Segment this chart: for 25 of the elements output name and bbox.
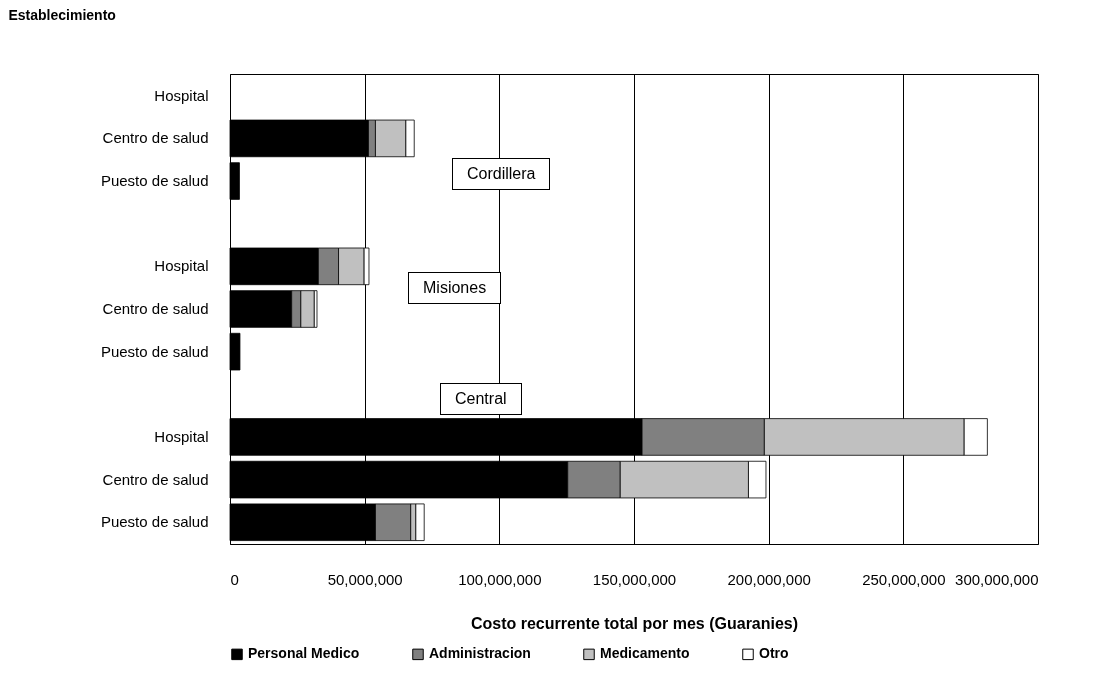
y-axis-title: Establecimiento bbox=[8, 6, 116, 23]
y-tick-label: Centro de salud bbox=[102, 300, 209, 317]
legend-label: Administracion bbox=[429, 645, 531, 662]
x-tick-label: 0 bbox=[230, 570, 239, 588]
y-tick-label: Puesto de salud bbox=[100, 172, 209, 190]
legend-label: Personal Medico bbox=[248, 645, 360, 662]
x-axis-title: Costo recurrente total por mes (Guaranies) bbox=[470, 614, 799, 632]
y-tick-label: Puesto de salud bbox=[100, 513, 209, 531]
y-tick-label: Hospital bbox=[154, 257, 209, 275]
annotation: Central bbox=[440, 383, 522, 415]
x-tick-label: 200,000,000 bbox=[727, 570, 811, 588]
legend-label: Medicamento bbox=[600, 645, 690, 662]
x-tick-label: 100,000,000 bbox=[458, 570, 542, 588]
y-tick-label: Centro de salud bbox=[102, 470, 209, 488]
annotation: Cordillera bbox=[452, 158, 551, 190]
y-tick-label: Puesto de salud bbox=[100, 342, 209, 360]
y-tick-label: Hospital bbox=[154, 427, 209, 445]
x-tick-label: 150,000,000 bbox=[592, 570, 677, 588]
x-tick-label: 300,000,000 bbox=[955, 570, 1039, 588]
x-tick-label: 250,000,000 bbox=[862, 570, 946, 588]
x-tick-label: 50,000,000 bbox=[327, 570, 403, 588]
y-tick-label: Centro de salud bbox=[102, 129, 209, 147]
annotation: Misiones bbox=[408, 272, 502, 304]
y-tick-label: Hospital bbox=[154, 86, 209, 104]
legend-label: Otro bbox=[759, 645, 789, 662]
